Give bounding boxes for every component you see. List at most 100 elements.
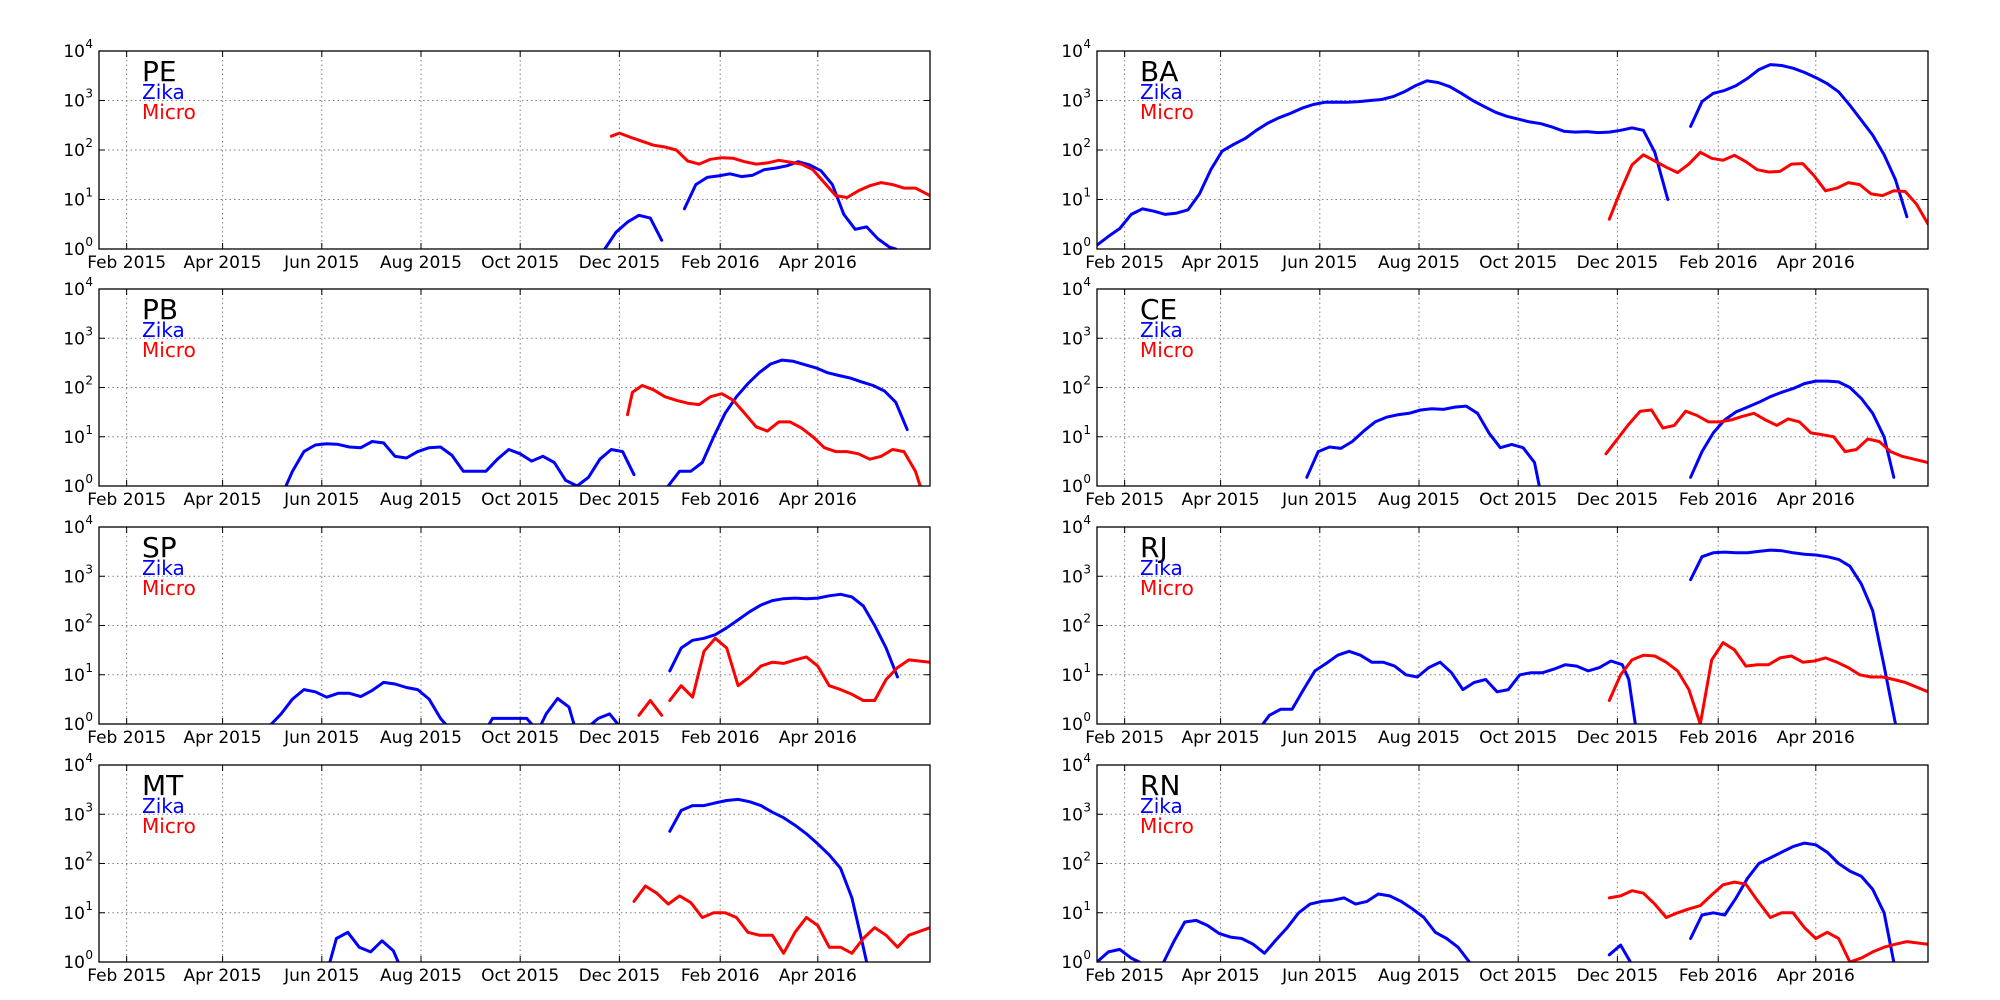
y-tick-label-exponent: 0 bbox=[85, 472, 93, 486]
x-tick-label: Oct 2015 bbox=[1479, 728, 1557, 748]
zika-line bbox=[1097, 79, 1670, 247]
x-tick-label: Apr 2015 bbox=[184, 490, 262, 510]
y-tick-label-exponent: 0 bbox=[1083, 472, 1091, 486]
panel-label: BA bbox=[1140, 55, 1178, 88]
x-tick-label: Feb 2015 bbox=[87, 966, 166, 986]
y-tick-label-exponent: 1 bbox=[85, 661, 93, 675]
y-tick-label-exponent: 2 bbox=[85, 374, 93, 388]
x-tick-label: Apr 2015 bbox=[184, 966, 262, 986]
x-tick-label: Apr 2015 bbox=[1182, 728, 1260, 748]
panel-label: RJ bbox=[1140, 531, 1168, 564]
x-tick-label: Dec 2015 bbox=[1577, 490, 1659, 510]
legend-micro: Micro bbox=[142, 576, 196, 600]
legend-micro: Micro bbox=[1140, 338, 1194, 362]
x-tick-label: Apr 2015 bbox=[1182, 253, 1260, 273]
y-tick-label: 10 bbox=[1061, 715, 1083, 735]
y-tick-label: 10 bbox=[63, 191, 85, 211]
y-tick-label: 10 bbox=[1061, 904, 1083, 924]
micro-line bbox=[1607, 641, 1928, 724]
zika-line bbox=[590, 712, 620, 724]
panel-label: RN bbox=[1140, 769, 1180, 802]
x-tick-label: Feb 2016 bbox=[1679, 253, 1758, 273]
x-tick-label: Oct 2015 bbox=[481, 728, 559, 748]
y-tick-label-exponent: 4 bbox=[85, 275, 93, 289]
x-tick-label: Feb 2015 bbox=[87, 253, 166, 273]
x-tick-label: Apr 2016 bbox=[1777, 490, 1855, 510]
x-tick-label: Apr 2016 bbox=[779, 728, 857, 748]
x-tick-label: Jun 2015 bbox=[1281, 966, 1357, 986]
micro-line bbox=[1607, 150, 1928, 226]
y-tick-label: 10 bbox=[63, 805, 85, 825]
y-tick-label: 10 bbox=[1061, 92, 1083, 112]
x-tick-label: Jun 2015 bbox=[1281, 253, 1357, 273]
y-tick-label: 10 bbox=[63, 715, 85, 735]
zika-line bbox=[1305, 404, 1541, 486]
panel-mt: Feb 2015 Apr 2015 Jun 2015 Aug 2015 Oct 2015… bbox=[63, 751, 931, 986]
y-tick-label-exponent: 4 bbox=[85, 37, 93, 51]
y-tick-label-exponent: 4 bbox=[1083, 37, 1091, 51]
y-tick-label: 10 bbox=[63, 567, 85, 587]
y-tick-label-exponent: 4 bbox=[1083, 751, 1091, 765]
x-tick-label: Dec 2015 bbox=[579, 253, 661, 273]
y-tick-label-exponent: 1 bbox=[1083, 899, 1091, 913]
y-tick-label-exponent: 3 bbox=[1083, 87, 1091, 101]
zika-line bbox=[1607, 943, 1632, 962]
y-tick-label-exponent: 1 bbox=[1083, 423, 1091, 437]
legend-micro: Micro bbox=[1140, 814, 1194, 838]
legend-zika: Zika bbox=[1140, 318, 1183, 342]
x-tick-label: Feb 2016 bbox=[1679, 490, 1758, 510]
x-tick-label: Aug 2015 bbox=[380, 728, 462, 748]
y-tick-label-exponent: 0 bbox=[85, 710, 93, 724]
y-tick-label-exponent: 3 bbox=[85, 87, 93, 101]
x-tick-label: Feb 2016 bbox=[681, 490, 760, 510]
zika-line bbox=[487, 716, 534, 724]
x-tick-label: Feb 2016 bbox=[681, 253, 760, 273]
x-tick-label: Oct 2015 bbox=[481, 253, 559, 273]
panel-rn: Feb 2015 Apr 2015 Jun 2015 Aug 2015 Oct 2015… bbox=[1061, 751, 1929, 986]
x-tick-label: Aug 2015 bbox=[380, 966, 462, 986]
y-tick-label: 10 bbox=[1061, 855, 1083, 875]
zika-line bbox=[603, 213, 664, 249]
zika-line bbox=[1689, 379, 1896, 479]
y-tick-label: 10 bbox=[1061, 666, 1083, 686]
y-tick-label-exponent: 0 bbox=[85, 235, 93, 249]
series-lines bbox=[1097, 841, 1928, 962]
series-lines bbox=[269, 592, 930, 724]
zika-line bbox=[682, 160, 898, 249]
y-tick-label: 10 bbox=[1061, 953, 1083, 973]
legend-zika: Zika bbox=[142, 556, 185, 580]
micro-line bbox=[1607, 880, 1928, 962]
x-tick-label: Feb 2015 bbox=[87, 490, 166, 510]
y-tick-label: 10 bbox=[63, 92, 85, 112]
micro-line bbox=[1604, 408, 1928, 464]
y-tick-label-exponent: 2 bbox=[85, 612, 93, 626]
y-tick-label-exponent: 1 bbox=[85, 423, 93, 437]
y-tick-label: 10 bbox=[1061, 240, 1083, 260]
x-tick-label: Oct 2015 bbox=[1479, 966, 1557, 986]
micro-line bbox=[637, 699, 664, 717]
y-tick-label: 10 bbox=[63, 953, 85, 973]
y-tick-label: 10 bbox=[63, 280, 85, 300]
y-tick-label: 10 bbox=[1061, 280, 1083, 300]
x-tick-label: Oct 2015 bbox=[1479, 253, 1557, 273]
micro-line bbox=[626, 384, 922, 486]
series-lines bbox=[603, 131, 930, 249]
panel-pb: Feb 2015 Apr 2015 Jun 2015 Aug 2015 Oct 2015… bbox=[63, 275, 931, 510]
y-tick-label: 10 bbox=[63, 141, 85, 161]
zika-line bbox=[1689, 63, 1909, 219]
y-tick-label-exponent: 4 bbox=[85, 513, 93, 527]
x-tick-label: Dec 2015 bbox=[1577, 728, 1659, 748]
zika-line bbox=[668, 592, 899, 679]
y-tick-label: 10 bbox=[63, 477, 85, 497]
y-tick-label-exponent: 4 bbox=[85, 751, 93, 765]
x-tick-label: Apr 2016 bbox=[779, 490, 857, 510]
x-tick-label: Dec 2015 bbox=[579, 728, 661, 748]
x-tick-label: Aug 2015 bbox=[380, 253, 462, 273]
y-tick-label-exponent: 2 bbox=[1083, 850, 1091, 864]
y-tick-label-exponent: 3 bbox=[85, 800, 93, 814]
zika-line bbox=[1162, 892, 1471, 962]
y-tick-label-exponent: 3 bbox=[85, 324, 93, 338]
x-tick-label: Feb 2016 bbox=[1679, 728, 1758, 748]
x-tick-label: Dec 2015 bbox=[579, 490, 661, 510]
